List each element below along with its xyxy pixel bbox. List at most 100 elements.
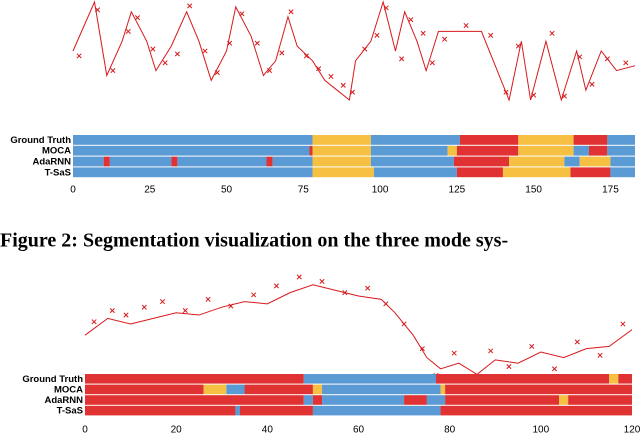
signal-point: [349, 89, 356, 95]
signal-point: [488, 32, 494, 38]
segment: [203, 384, 227, 395]
signal-point: [620, 321, 626, 327]
signal-point: [374, 32, 380, 38]
x-tick-label: 175: [602, 185, 619, 196]
segment: [322, 384, 441, 395]
signal-point: [561, 93, 567, 99]
segment: [85, 395, 304, 405]
signal-point: [279, 50, 285, 56]
signal-point: [419, 346, 425, 352]
x-tick-label: 150: [525, 185, 542, 196]
signal-point: [589, 81, 595, 87]
signal-point: [451, 350, 457, 356]
segment: [109, 156, 172, 167]
segment: [610, 167, 635, 178]
signal-point: [296, 274, 302, 280]
signal-point: [531, 92, 537, 98]
segment: [502, 167, 571, 178]
signal-point: [506, 364, 512, 370]
signal-point: [420, 30, 426, 36]
signal-point: [597, 352, 603, 358]
x-tick-label: 25: [144, 185, 156, 196]
segment: [573, 145, 589, 156]
segment: [73, 167, 313, 178]
segment: [312, 167, 374, 178]
signal-point: [202, 48, 208, 54]
signal-point: [162, 60, 168, 66]
signal-point: [273, 283, 280, 289]
segment: [85, 384, 204, 395]
signal-point: [76, 53, 82, 59]
x-tick-label: 100: [532, 425, 549, 436]
signal-point: [254, 40, 260, 46]
segment: [564, 156, 580, 167]
segment: [588, 145, 608, 156]
signal-point: [551, 366, 558, 372]
segment: [453, 156, 510, 167]
signal-point: [408, 17, 414, 23]
signal-point: [623, 60, 629, 66]
segment: [85, 405, 236, 416]
signal-point: [109, 308, 115, 314]
signal-point: [288, 9, 294, 15]
signal-point: [266, 68, 273, 74]
signal-line: [72, 0, 636, 102]
segment: [177, 156, 267, 167]
row-label: AdaRNN: [44, 395, 83, 406]
segment: [607, 135, 635, 145]
segment: [73, 135, 313, 145]
signal-point: [577, 54, 583, 60]
segment: [373, 167, 457, 178]
row-label: MOCA: [42, 146, 71, 157]
segment: [370, 135, 460, 145]
x-tick-label: 0: [82, 425, 88, 436]
signal-point: [228, 303, 234, 309]
x-tick-label: 125: [449, 185, 466, 196]
signal-point: [488, 348, 494, 354]
row-label: Ground Truth: [10, 135, 71, 146]
segment: [73, 145, 310, 156]
segment: [103, 156, 110, 167]
segment: [445, 384, 632, 395]
row-label: MOCA: [54, 384, 83, 395]
row-label: Ground Truth: [22, 374, 83, 385]
signal-point: [383, 301, 389, 307]
segment: [312, 145, 371, 156]
segment: [573, 135, 608, 145]
signal-point: [214, 70, 220, 76]
segment: [568, 395, 632, 405]
segment: [370, 156, 454, 167]
segment: [239, 405, 313, 416]
segment: [445, 395, 560, 405]
signal-point: [303, 53, 309, 59]
segment: [447, 145, 457, 156]
segment: [610, 156, 635, 167]
signal-point: [429, 60, 435, 66]
x-tick-label: 120: [624, 425, 640, 436]
signal-point: [123, 312, 129, 318]
segment: [322, 395, 405, 405]
signal-point: [150, 46, 156, 52]
x-tick-label: 0: [70, 185, 76, 196]
signal-point: [227, 40, 233, 46]
segment: [309, 145, 313, 156]
segment: [226, 384, 245, 395]
segment: [570, 167, 611, 178]
signal-line: [84, 284, 633, 376]
segment: [426, 395, 446, 405]
segment: [303, 395, 313, 405]
caption: Figure 2: Segmentation visualization on …: [0, 230, 508, 252]
signal-point: [503, 89, 509, 95]
segment: [73, 156, 104, 167]
segment: [370, 145, 448, 156]
signal-point: [141, 304, 147, 310]
x-tick-label: 40: [262, 425, 274, 436]
segment: [312, 405, 441, 416]
segment: [171, 156, 178, 167]
signal-point: [342, 290, 348, 296]
row-label: AdaRNN: [32, 157, 71, 168]
signal-point: [205, 296, 211, 302]
signal-point: [549, 30, 555, 36]
signal-point: [110, 68, 116, 74]
